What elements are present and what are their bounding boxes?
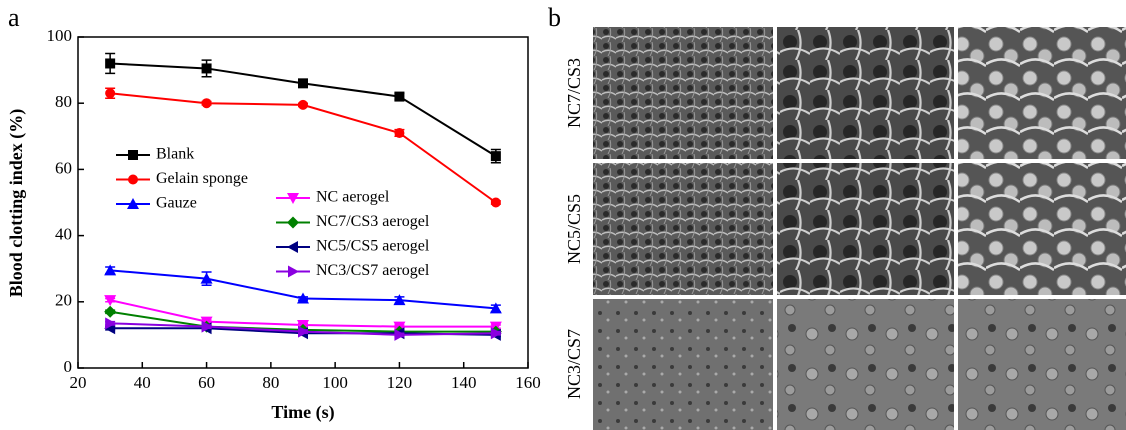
sem-image <box>958 27 1126 159</box>
data-point <box>104 305 117 318</box>
sem-image <box>777 27 954 159</box>
legend-label: Gauze <box>156 195 197 212</box>
panel-label: b <box>548 3 561 32</box>
data-point <box>104 264 117 276</box>
sem-grid <box>593 27 1126 430</box>
row-label: NC7/CS3 <box>564 58 584 128</box>
legend-marker <box>287 216 299 229</box>
legend-marker <box>287 241 298 253</box>
x-tick-label: 140 <box>451 373 477 392</box>
y-tick-label: 40 <box>55 225 72 244</box>
data-point <box>104 295 117 307</box>
sem-image <box>777 163 954 295</box>
sem-image <box>593 27 773 159</box>
y-tick-label: 0 <box>64 357 73 376</box>
y-tick-label: 80 <box>55 92 72 111</box>
legend-marker <box>287 193 299 204</box>
x-tick-label: 60 <box>198 373 215 392</box>
x-tick-label: 160 <box>515 373 541 392</box>
legend-marker <box>127 198 139 209</box>
data-point <box>490 151 501 162</box>
legend-label: NC aerogel <box>316 189 390 206</box>
data-point <box>490 197 501 208</box>
legend-marker <box>128 174 138 185</box>
y-tick-label: 100 <box>47 26 73 45</box>
x-tick-label: 20 <box>70 373 87 392</box>
data-point <box>394 127 405 138</box>
y-axis-title: Blood clotting index (%) <box>6 109 27 298</box>
y-tick-label: 60 <box>55 158 72 177</box>
panel-label: a <box>8 3 20 32</box>
data-point <box>298 99 308 110</box>
plot-frame <box>77 36 529 369</box>
x-tick-label: 80 <box>262 373 279 392</box>
data-point <box>394 91 405 102</box>
data-point <box>394 328 406 341</box>
data-point <box>105 58 116 69</box>
sem-image <box>593 299 773 430</box>
row-label: NC5/CS5 <box>564 194 584 264</box>
data-point <box>489 302 502 314</box>
legend-label: NC5/CS5 aerogel <box>316 238 430 255</box>
sem-image <box>958 163 1126 295</box>
legend-label: Blank <box>156 146 194 163</box>
data-point <box>105 317 117 330</box>
x-axis-title: Time (s) <box>271 402 334 423</box>
x-tick-label: 120 <box>387 373 413 392</box>
legend-marker <box>128 150 138 160</box>
legend-marker <box>288 265 299 278</box>
sem-image <box>777 299 954 430</box>
data-point <box>105 88 116 99</box>
data-point <box>200 272 213 284</box>
legend-label: NC7/CS3 aerogel <box>316 213 430 230</box>
x-tick-label: 40 <box>134 373 151 392</box>
data-point <box>298 78 308 89</box>
data-point <box>490 327 502 340</box>
legend-label: NC3/CS7 aerogel <box>316 262 430 279</box>
legend-label: Gelain sponge <box>156 170 248 187</box>
data-point <box>298 325 309 338</box>
data-point <box>297 292 309 304</box>
y-tick-label: 20 <box>55 291 72 310</box>
row-label: NC3/CS7 <box>564 329 584 399</box>
data-point <box>201 63 212 74</box>
sem-image <box>593 163 773 295</box>
data-point <box>201 98 212 109</box>
data-point <box>393 294 406 306</box>
x-tick-label: 100 <box>322 373 348 392</box>
sem-image <box>958 299 1126 430</box>
data-point <box>201 320 213 333</box>
